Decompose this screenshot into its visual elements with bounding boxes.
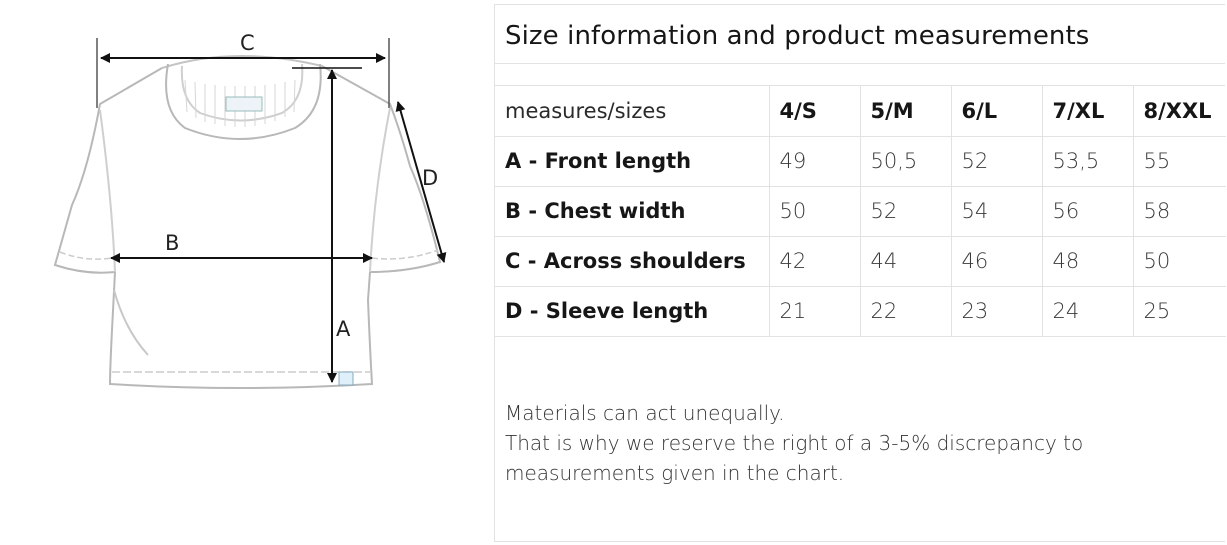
measurement-lines [96, 38, 447, 383]
cell-value: 56 [1042, 186, 1134, 237]
cell-value: 25 [1133, 286, 1226, 337]
cell-value: 48 [1042, 236, 1134, 287]
cell-value: 49 [769, 136, 861, 187]
measurement-disclaimer: Materials can act unequally. That is why… [505, 398, 1083, 488]
hem-tag-icon [338, 371, 354, 386]
cell-value: 52 [860, 186, 952, 237]
cell-value: 46 [951, 236, 1043, 287]
size-table: measures/sizes 4/S 5/M 6/L 7/XL 8/XXL A … [495, 86, 1226, 337]
cell-value: 54 [951, 186, 1043, 237]
panel-title: Size information and product measurement… [495, 5, 1225, 64]
cell-value: 53,5 [1042, 136, 1134, 187]
line-d-sleeve [395, 101, 447, 263]
cell-value: 50 [769, 186, 861, 237]
disclaimer-line: That is why we reserve the right of a 3-… [505, 431, 1084, 455]
header-size-xxl: 8/XXL [1133, 86, 1226, 137]
tshirt-measurement-diagram: C B A D [0, 0, 490, 545]
size-info-panel: Size information and product measurement… [494, 4, 1226, 542]
cell-value: 50,5 [860, 136, 952, 187]
table-header-row: measures/sizes 4/S 5/M 6/L 7/XL 8/XXL [495, 86, 1226, 137]
header-size-s: 4/S [769, 86, 861, 137]
cell-value: 23 [951, 286, 1043, 337]
title-spacer-row [495, 64, 1225, 86]
cell-value: 50 [1133, 236, 1226, 287]
cell-value: 58 [1133, 186, 1226, 237]
row-label: A - Front length [495, 136, 770, 187]
table-row: A - Front length 49 50,5 52 53,5 55 [495, 136, 1226, 187]
label-a: A [336, 317, 351, 341]
row-label: C - Across shoulders [495, 236, 770, 287]
header-size-m: 5/M [860, 86, 952, 137]
header-size-l: 6/L [951, 86, 1043, 137]
tshirt-illustration: C B A D [53, 31, 447, 389]
cell-value: 22 [860, 286, 952, 337]
table-row: B - Chest width 50 52 54 56 58 [495, 186, 1226, 237]
header-measures-sizes: measures/sizes [495, 86, 770, 137]
label-c: C [240, 31, 255, 55]
cell-value: 55 [1133, 136, 1226, 187]
cell-value: 52 [951, 136, 1043, 187]
cell-value: 21 [769, 286, 861, 337]
cell-value: 42 [769, 236, 861, 287]
header-size-xl: 7/XL [1042, 86, 1134, 137]
disclaimer-line: measurements given in the chart. [505, 461, 845, 485]
neck-tag-icon [225, 96, 263, 112]
table-row: D - Sleeve length 21 22 23 24 25 [495, 286, 1226, 337]
disclaimer-line: Materials can act unequally. [505, 401, 785, 425]
cell-value: 24 [1042, 286, 1134, 337]
label-b: B [165, 231, 179, 255]
cell-value: 44 [860, 236, 952, 287]
row-label: D - Sleeve length [495, 286, 770, 337]
label-d: D [422, 166, 438, 190]
row-label: B - Chest width [495, 186, 770, 237]
table-row: C - Across shoulders 42 44 46 48 50 [495, 236, 1226, 287]
